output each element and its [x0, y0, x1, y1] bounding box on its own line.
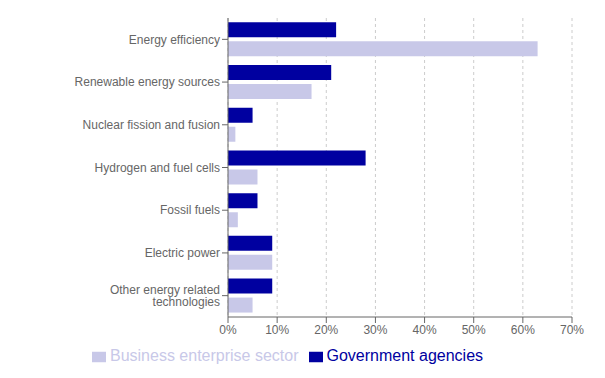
svg-text:Nuclear fission and fusion: Nuclear fission and fusion [83, 118, 220, 132]
svg-text:Hydrogen and fuel cells: Hydrogen and fuel cells [95, 161, 220, 175]
svg-text:50%: 50% [462, 323, 486, 337]
svg-text:70%: 70% [560, 323, 584, 337]
svg-text:10%: 10% [265, 323, 289, 337]
svg-text:Other energy relatedtechnologi: Other energy relatedtechnologies [110, 283, 220, 309]
svg-text:Energy efficiency: Energy efficiency [129, 33, 220, 47]
svg-text:40%: 40% [413, 323, 437, 337]
html-text:Business enterprise sector: Business enterprise sector [110, 347, 299, 364]
svg-text:60%: 60% [511, 323, 535, 337]
svg-text:Fossil fuels: Fossil fuels [160, 203, 220, 217]
svg-text:Renewable energy sources: Renewable energy sources [75, 75, 220, 89]
svg-text:30%: 30% [363, 323, 387, 337]
svg-text:0%: 0% [219, 323, 237, 337]
svg-text:20%: 20% [314, 323, 338, 337]
html-text:Government agencies: Government agencies [326, 347, 483, 364]
svg-text:Electric power: Electric power [145, 246, 220, 260]
